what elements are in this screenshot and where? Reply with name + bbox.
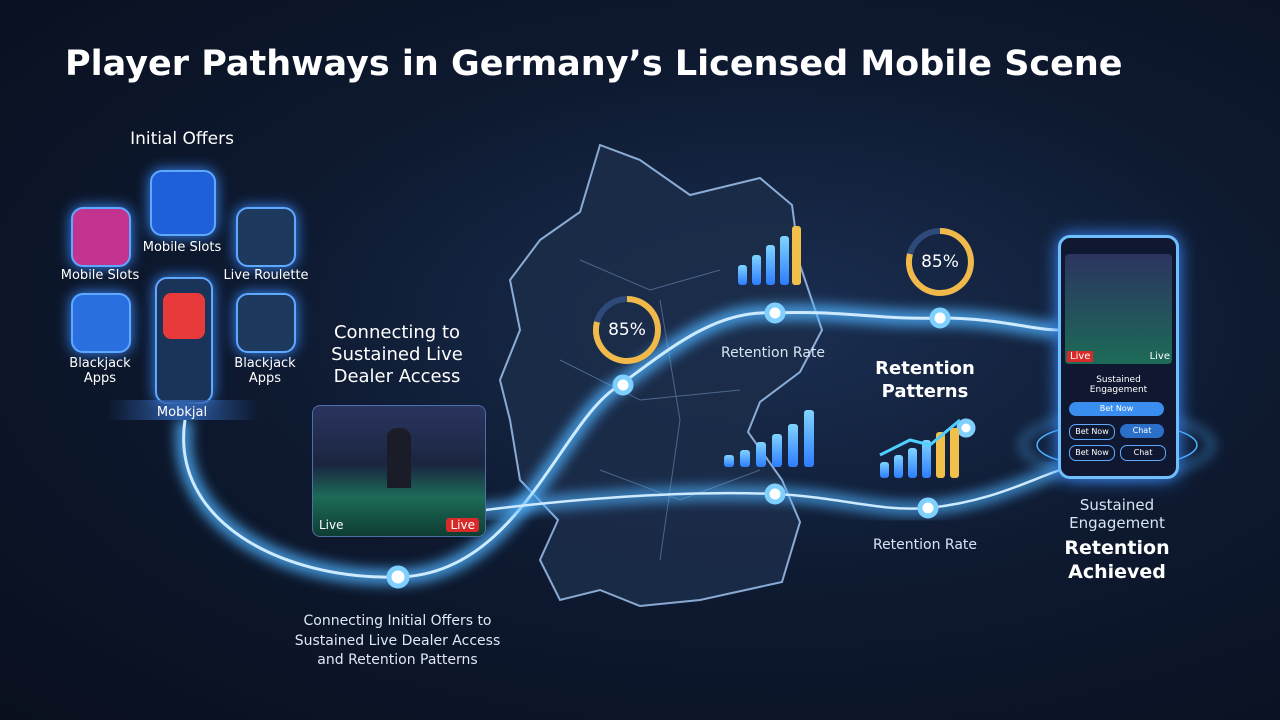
badge: Live — [319, 518, 344, 532]
ring-label: 85% — [921, 252, 959, 272]
app-label: Mobile Slots — [60, 268, 140, 283]
app-icon — [71, 293, 131, 353]
button[interactable]: Chat — [1120, 445, 1166, 461]
button[interactable]: Bet Now — [1069, 424, 1115, 440]
app-label: Mobile Slots — [142, 240, 222, 255]
app-icon — [236, 293, 296, 353]
section-title: Initial Offers — [130, 129, 234, 149]
pathway-nodes — [386, 302, 976, 589]
phone-base — [108, 400, 258, 420]
rate-label: Retention Rate — [872, 537, 978, 553]
badge: Live — [1067, 351, 1094, 362]
button[interactable]: Bet Now — [1069, 402, 1164, 416]
bar-chart-icon — [724, 226, 961, 478]
dealer — [387, 428, 411, 488]
badge: Live — [1149, 351, 1170, 362]
screen-title: Sustained Engagement — [1089, 375, 1148, 395]
app-icon — [236, 207, 296, 267]
germany-map — [498, 143, 824, 608]
button[interactable]: Chat — [1120, 424, 1164, 438]
ring-label: 85% — [608, 320, 646, 340]
section-heading: Connecting to Sustained Live Dealer Acce… — [331, 322, 463, 387]
map-borders — [559, 259, 761, 561]
button[interactable]: Bet Now — [1069, 445, 1115, 461]
outcome-title: Retention Achieved — [1064, 537, 1170, 583]
phone — [155, 277, 213, 404]
app-icon — [150, 170, 216, 236]
ring — [592, 228, 974, 364]
app-label: Live Roulette — [223, 268, 309, 283]
section-heading: Retention Patterns — [875, 358, 975, 402]
outcome-subtitle: Sustained Engagement — [1069, 496, 1165, 532]
caption: Connecting Initial Offers to Sustained L… — [294, 613, 501, 668]
app-label: Blackjack Apps — [234, 356, 296, 386]
end-phone: Live Live Sustained Engagement Bet Now B… — [1058, 235, 1179, 479]
app-icon — [71, 207, 131, 267]
rate-label: Retention Rate — [720, 345, 826, 361]
badge: Live — [446, 518, 479, 532]
app-label: Blackjack Apps — [69, 356, 131, 386]
title: Player Pathways in Germany’s Licensed Mo… — [65, 44, 1123, 84]
phone-video: Live Live — [1065, 254, 1172, 364]
phone-label: Mobkjal — [156, 405, 208, 420]
live-video: Live Live — [312, 405, 486, 537]
